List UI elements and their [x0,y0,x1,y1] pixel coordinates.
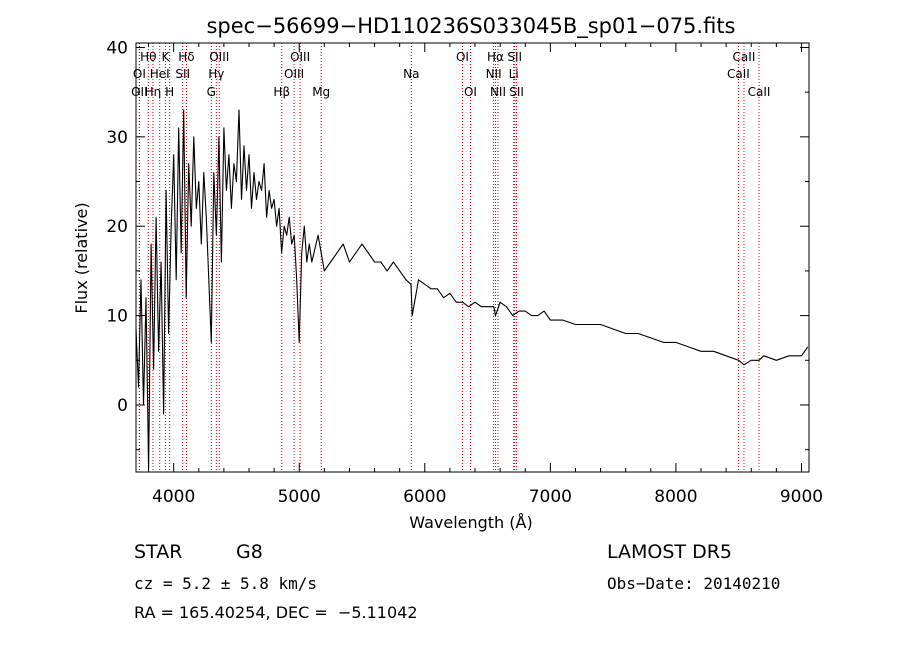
x-axis-label: Wavelength (Å) [409,513,532,532]
line-label: OI [133,67,146,81]
line-label: HeI [150,67,170,81]
y-tick-label: 10 [106,307,128,327]
redshift-text: cz = 5.2 ± 5.8 km/s [134,574,318,593]
spectral-line-markers [138,43,760,472]
line-label: OI [464,85,477,99]
line-label: Hα [487,50,504,64]
line-label: NII [490,85,506,99]
plot-frame [135,42,810,473]
line-label: OIII [284,67,304,81]
spectrum-line [135,109,809,470]
y-tick-label: 0 [117,396,128,416]
line-label: Hβ [273,85,290,99]
obs-date-text: Obs−Date: 20140210 [607,574,781,593]
object-subclass: G8 [236,541,263,563]
line-label: H [165,85,174,99]
object-class: STAR [134,541,183,563]
line-label: Li [509,67,519,81]
x-tick-label: 4000 [152,487,195,507]
y-axis-label: Flux (relative) [72,202,91,313]
line-label: K [161,50,170,64]
x-axis-ticks: 4000 5000 6000 7000 8000 9000 [148,43,823,507]
line-label: CaII [748,85,771,99]
line-label: Hδ [178,50,194,64]
line-label: OIII [209,50,229,64]
line-label: Hη [145,85,162,99]
line-label: NII [486,67,502,81]
x-tick-label: 9000 [780,487,823,507]
line-label: Na [403,67,419,81]
survey-name: LAMOST DR5 [607,541,732,563]
line-label: SII [175,67,190,81]
line-label: G [207,85,216,99]
coordinates-text: RA = 165.40254, DEC = −5.11042 [134,603,418,622]
line-label: Hγ [208,67,224,81]
y-tick-label: 40 [106,38,128,58]
line-label: SII [509,85,524,99]
line-label: Hθ [140,50,156,64]
line-label: SII [507,50,522,64]
y-tick-label: 20 [106,217,128,237]
x-tick-label: 8000 [654,487,697,507]
line-label: OIII [290,50,310,64]
line-label: CaII [727,67,750,81]
chart-title: spec−56699−HD110236S033045B_sp01−075.fit… [206,14,735,39]
x-tick-label: 7000 [529,487,572,507]
x-tick-label: 6000 [403,487,446,507]
y-tick-label: 30 [106,128,128,148]
line-label: OI [456,50,469,64]
line-label: Mg [312,85,330,99]
spectral-line-labels: OIOIIHθHηHeIKHSIIHδGHγOIIIHβOIIIOIIIMgNa… [131,50,770,99]
x-tick-label: 5000 [278,487,321,507]
y-axis-ticks: 0 10 20 30 40 [106,38,809,451]
line-label: CaII [733,50,756,64]
